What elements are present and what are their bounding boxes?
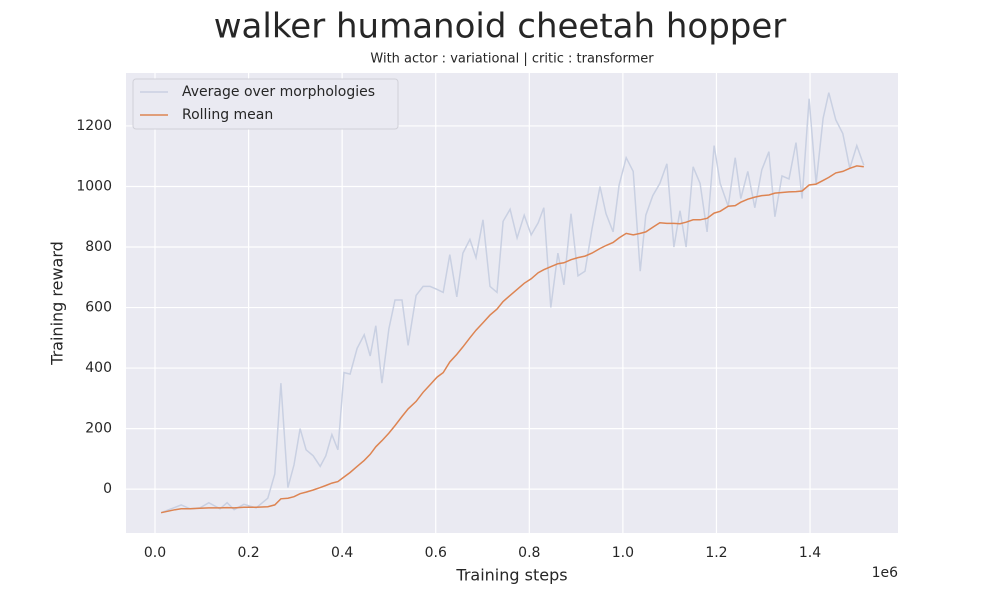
y-tick-label: 200	[85, 421, 112, 437]
x-offset-label: 1e6	[872, 565, 899, 581]
y-axis-label: Training reward	[48, 241, 67, 366]
x-tick-label: 0.6	[425, 545, 447, 561]
legend: Average over morphologies Rolling mean	[132, 78, 399, 130]
plot-area	[126, 73, 898, 533]
x-axis-label: Training steps	[455, 566, 567, 585]
y-tick-label: 1000	[76, 178, 112, 194]
x-tick-label: 1.4	[799, 545, 821, 561]
x-tick-label: 0.4	[331, 545, 353, 561]
x-tick-label: 0.2	[237, 545, 259, 561]
x-tick-label: 1.0	[612, 545, 634, 561]
y-tick-label: 1200	[76, 118, 112, 134]
y-tick-label: 0	[103, 481, 112, 497]
data-line	[160, 165, 864, 514]
legend-label: Rolling mean	[182, 107, 273, 123]
data-line	[160, 92, 865, 514]
legend-box	[132, 78, 399, 130]
y-tick-label: 800	[85, 239, 112, 255]
y-tick-label: 600	[85, 300, 112, 316]
x-tick-label: 0.8	[518, 545, 540, 561]
y-tick-label: 400	[85, 360, 112, 376]
legend-label: Average over morphologies	[182, 84, 375, 100]
chart-subtitle: With actor : variational | critic : tran…	[370, 52, 654, 67]
chart-title: walker humanoid cheetah hopper	[214, 7, 787, 47]
x-tick-label: 1.2	[705, 545, 727, 561]
x-tick-label: 0.0	[144, 545, 166, 561]
